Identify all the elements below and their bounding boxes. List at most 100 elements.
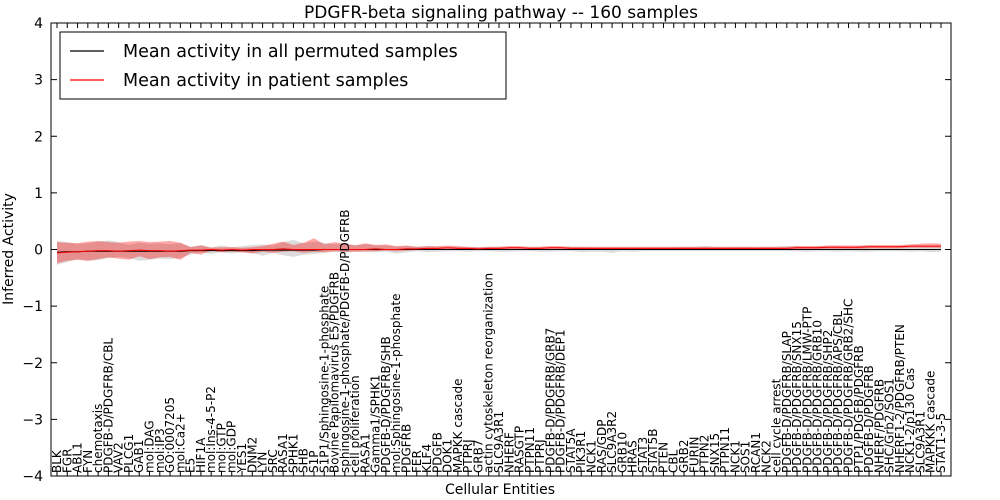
x-tick-label: PDGFB-D/PDGFRB/GRB7 [543, 328, 557, 473]
x-tick-label: KLF4 [420, 444, 434, 473]
x-tick-label: PTPRJ [533, 439, 547, 473]
x-tick-label: STAT3 [636, 437, 650, 473]
x-tick-label: mol:Sphingosine-1-phosphate [389, 294, 403, 474]
legend-label-patient: Mean activity in patient samples [123, 71, 408, 91]
y-tick-label: 4 [34, 16, 43, 32]
x-tick-label: PTPN2 [698, 435, 712, 473]
permuted-confidence-band [57, 239, 941, 265]
x-tick-label: PDGFB-D/PDGFRB/SNX15 [790, 321, 804, 473]
x-tick-label: RCAN1 [749, 432, 763, 473]
y-tick-label: −1 [22, 299, 43, 315]
x-tick-label: PDGFB-D/PDGFRB/APS/CBL [831, 310, 845, 473]
permuted-mean-line [56, 249, 941, 253]
x-tick-label: NHERF/PDGFRB [872, 379, 886, 473]
x-tick-label: SHC/Grb2/SOS1 [883, 378, 897, 473]
y-tick-label: 3 [34, 73, 43, 89]
x-tick-label: mol:DAG [143, 420, 157, 473]
x-tick-label: PDGFB-D/PDGFRB/SHP2 [821, 330, 835, 473]
x-tick-label: STAT5A [564, 428, 578, 473]
x-tick-label: FER [410, 450, 424, 473]
x-tick-label: NCK1 [585, 440, 599, 473]
x-tick-label: HIF1A [194, 437, 208, 473]
x-tick-label: GRB7 [471, 439, 485, 473]
x-tick-label: CBL [667, 449, 681, 473]
x-tick-label: RAS/GDP [595, 420, 609, 474]
y-tick-label: 0 [34, 243, 43, 259]
x-tick-label: PDGFB-D/PDGFRB/DEP1 [554, 329, 568, 473]
x-tick-label: PDGFB-D/PDGFRB/SHB [379, 336, 393, 473]
x-tick-label: actin cytoskeleton reorganization [482, 273, 496, 473]
x-tick-label: SLC9A3R1 [492, 411, 506, 473]
x-tick-label: GAB1 [132, 440, 146, 473]
x-tick-label: FGR [60, 448, 74, 473]
y-axis-label: Inferred Activity [1, 193, 17, 305]
x-tick-label: PDGFB-D/PDGFRB/GRB10 [811, 320, 825, 473]
x-tick-label: MAPKK cascade [451, 378, 465, 473]
x-axis-label: Cellular Entities [445, 482, 555, 498]
x-tick-label: PDGFRB [400, 424, 414, 473]
x-tick-label: PDGFB-D/PDGFRB/LMW-PTP [800, 307, 814, 473]
x-tick-label: BLK [50, 449, 64, 473]
x-tick-label: SOS1 [739, 441, 753, 473]
x-tick-label: mol:IP3 [153, 428, 167, 473]
x-tick-label: cell cycle arrest [770, 378, 784, 473]
x-tick-label: MAPKKK cascade [924, 371, 938, 473]
x-tick-label: mol:GTP [215, 423, 229, 473]
x-tick-label: PDGFB-D/PDGFRB/CBL [101, 338, 115, 473]
y-tick-label: 2 [34, 129, 43, 145]
x-tick-label: SPHK1 [286, 434, 300, 473]
x-tick-label: cell proliferation [348, 375, 362, 473]
x-tick-label: PLCG1 [122, 434, 136, 473]
x-tick-labels: BLKFGRABL1FYNchemotaxisPDGFB-D/PDGFRB/CB… [50, 209, 948, 474]
x-tick-label: E5 [184, 458, 198, 473]
x-tick-label: PTPRJ [461, 439, 475, 473]
x-tick-label: ABL1 [71, 442, 85, 473]
x-tick-label: NCK1-2/p130 Cas [903, 368, 917, 473]
y-tick-label: −2 [22, 356, 43, 372]
x-tick-label: SHB [297, 448, 311, 473]
x-tick-label: sphingosine-1-phosphate/PDGFB-D/PDGFRB [338, 209, 352, 473]
x-tick-label: NHERF [502, 432, 516, 473]
patient-confidence-band [57, 238, 941, 264]
x-tick-label: STAT1-3-5 [934, 413, 948, 473]
permuted-band-layer [57, 239, 941, 265]
x-tick-label: PTPN11 [523, 427, 537, 473]
x-tick-label: PTPN11 [718, 427, 732, 473]
x-tick-label: RASGTP [513, 426, 527, 473]
series-lines-layer [56, 245, 941, 254]
x-tick-label: Bovine Papilomavirus E5/PDGFRB [328, 272, 342, 473]
legend-box [59, 31, 507, 100]
x-tick-label: FURIN [687, 436, 701, 473]
x-tick-label: LYN [256, 452, 270, 473]
x-tick-label: NCK1 [728, 440, 742, 473]
x-tick-label: PDGFB [430, 432, 444, 473]
x-tick-label: SLC9A3R2 [605, 411, 619, 473]
x-tick-label: YES1 [235, 443, 249, 474]
x-tick-label: DOK1 [441, 439, 455, 473]
x-tick-label: GO:0007205 [163, 397, 177, 473]
x-tick-label: VAV2 [112, 442, 126, 473]
x-tick-label: RASA1 [358, 433, 372, 473]
x-tick-label: SNX15 [708, 433, 722, 473]
x-tick-label: mol:GDP [225, 421, 239, 473]
x-tick-label: NHERF1-2/PDGFRB/PTEN [893, 324, 907, 473]
x-tick-label: HRAS [626, 440, 640, 473]
y-tick-label: 1 [34, 186, 43, 202]
x-tick-label: S1P1/Sphingosine-1-phosphate [317, 286, 331, 473]
x-tick-label: SRC [266, 449, 280, 473]
x-tick-label: PDGFB-D/PDGFRB/SLAP [780, 331, 794, 473]
x-tick-label: SLC9A3R1 [913, 411, 927, 473]
x-tick-label: FYN [81, 450, 95, 473]
x-tick-label: chemotaxis [91, 404, 105, 473]
tick-marks [51, 22, 951, 477]
y-tick-label: −3 [22, 412, 43, 428]
x-tick-label: PTP1/PDGFB/PDGFRB [852, 345, 866, 473]
x-tick-label: mol:Ins-4-5-P2 [204, 386, 218, 473]
patient-mean-line [56, 245, 941, 254]
x-tick-label: STAT5B [646, 429, 660, 474]
x-tick-label: GRB2 [677, 439, 691, 473]
y-tick-label: −4 [22, 469, 43, 485]
legend-label-permuted: Mean activity in all permuted samples [123, 42, 458, 62]
x-tick-label: RASA1 [276, 433, 290, 473]
